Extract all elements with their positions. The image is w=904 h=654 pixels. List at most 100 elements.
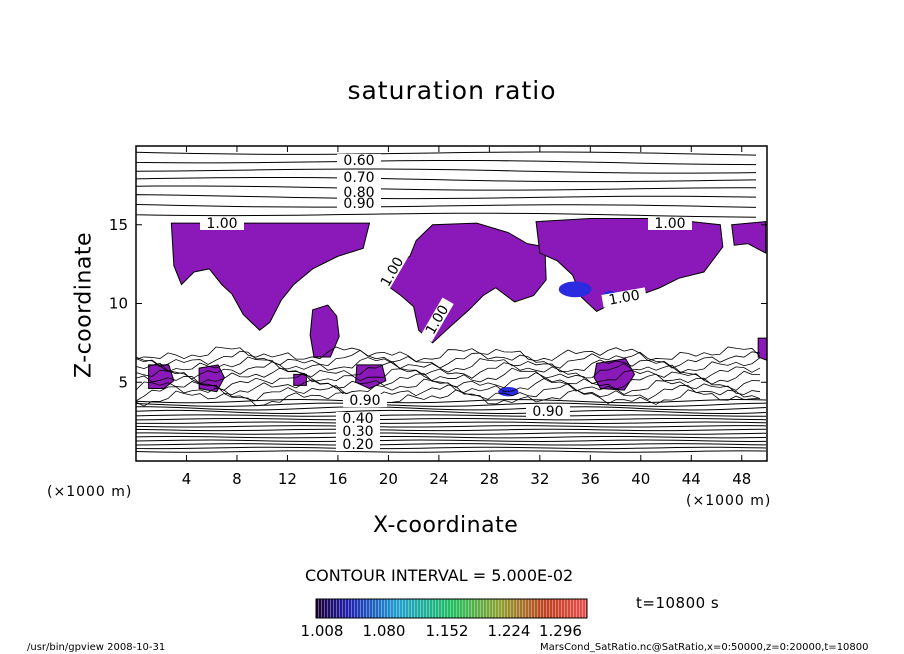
contour-line: [136, 446, 767, 450]
y-tick-label: 5: [118, 373, 128, 391]
contour-label: 1.00: [206, 216, 237, 232]
x-tick-label: 12: [278, 470, 297, 488]
colorbar-tick: 1.152: [425, 622, 469, 640]
contour-line: [136, 428, 767, 432]
x-tick-label: 4: [182, 470, 192, 488]
colorbar-tick: 1.008: [300, 622, 344, 640]
colorbar: [315, 598, 588, 619]
high-saturation-patch: [558, 281, 592, 298]
x-tick-label: 40: [631, 470, 650, 488]
contour-line: [136, 432, 767, 435]
mixing-contour: [136, 378, 761, 396]
x-tick-label: 20: [379, 470, 398, 488]
contour-label-bg: [337, 186, 381, 199]
y-axis-label: Z-coordinate: [71, 232, 97, 378]
footer-right: MarsCond_SatRatio.nc@SatRatio,x=0:50000,…: [540, 642, 869, 653]
saturation-region: [355, 364, 387, 390]
chart-title: saturation ratio: [347, 76, 557, 105]
contour-line: [136, 443, 767, 446]
contour-label-bg: [526, 405, 570, 418]
mixing-contour: [136, 356, 761, 374]
contour-line: [136, 160, 757, 166]
contour-line: [136, 212, 757, 218]
contour-line: [136, 176, 757, 183]
contour-line: [136, 406, 767, 411]
saturation-region: [593, 358, 636, 391]
contour-line: [136, 450, 767, 453]
saturation-region: [731, 221, 767, 254]
contour-label: 0.90: [349, 393, 380, 409]
mixing-contour: [136, 367, 761, 385]
contour-label-bg: [343, 394, 387, 407]
contour-line: [136, 414, 767, 417]
colorbar-frame: [315, 598, 588, 619]
contour-line: [136, 421, 767, 424]
saturation-region: [293, 373, 307, 386]
contour-label-bg: [601, 287, 648, 308]
colorbar-stripes: [316, 599, 587, 618]
contour-line: [136, 402, 767, 407]
contour-label: 1.00: [654, 216, 685, 232]
contour-label: 0.90: [343, 196, 374, 212]
high-saturation-patch: [498, 386, 519, 397]
saturation-region: [170, 222, 371, 331]
contour-label-bg: [420, 297, 454, 343]
mixing-contour: [136, 361, 761, 381]
contour-label: 0.90: [532, 404, 563, 420]
contour-label: 0.60: [343, 153, 374, 169]
contour-line: [136, 204, 757, 208]
contour-label: 0.70: [343, 170, 374, 186]
contour-label-bg: [200, 217, 244, 230]
x-unit-left: (×1000 m): [47, 484, 133, 500]
contour-label-bg: [375, 249, 409, 295]
contour-label-bg: [337, 154, 381, 167]
x-tick-label: 8: [232, 470, 242, 488]
x-tick-label: 16: [328, 470, 347, 488]
contour-line: [136, 435, 767, 439]
saturation-region: [198, 364, 225, 393]
contour-label-bg: [336, 412, 380, 425]
contour-label: 1.00: [608, 287, 641, 308]
contour-line: [136, 185, 757, 191]
saturation-region: [385, 222, 547, 344]
mixing-contour: [136, 349, 761, 369]
contour-label-bg: [336, 438, 380, 451]
x-tick-label: 44: [682, 470, 701, 488]
contour-line: [136, 168, 757, 174]
x-tick-label: 24: [429, 470, 448, 488]
colorbar-tick: 1.224: [487, 622, 531, 640]
x-tick-label: 32: [530, 470, 549, 488]
x-tick-label: 28: [480, 470, 499, 488]
mixing-contour: [136, 346, 761, 362]
contour-label: 0.20: [342, 437, 373, 453]
y-tick-label: 10: [109, 295, 128, 313]
saturation-region: [309, 304, 340, 358]
contour-label-bg: [337, 197, 381, 210]
time-label: t=10800 s: [636, 594, 720, 612]
contour-label: 0.40: [342, 411, 373, 427]
colorbar-tick: 1.080: [362, 622, 406, 640]
contour-line: [136, 417, 767, 421]
footer-left: /usr/bin/gpview 2008-10-31: [27, 642, 166, 653]
contour-line: [136, 151, 757, 156]
contour-label-bg: [337, 171, 381, 184]
x-tick-label: 48: [732, 470, 751, 488]
x-tick-label: 36: [581, 470, 600, 488]
contour-interval: CONTOUR INTERVAL = 5.000E-02: [305, 566, 574, 585]
y-tick-label: 15: [109, 216, 128, 234]
contour-label: 0.30: [342, 424, 373, 440]
mixing-contour: [136, 389, 761, 408]
mixing-contour: [136, 383, 761, 402]
x-axis-label: X-coordinate: [373, 513, 519, 538]
contour-line: [136, 425, 767, 428]
contour-line: [136, 409, 767, 415]
contour-line: [136, 194, 757, 200]
contour-label-bg: [648, 217, 692, 230]
contour-label-bg: [336, 425, 380, 438]
contour-line: [136, 399, 767, 404]
contour-line: [136, 439, 767, 442]
mixing-contour: [136, 372, 761, 391]
x-unit-right: (×1000 m): [686, 493, 772, 509]
saturation-region: [757, 337, 767, 361]
